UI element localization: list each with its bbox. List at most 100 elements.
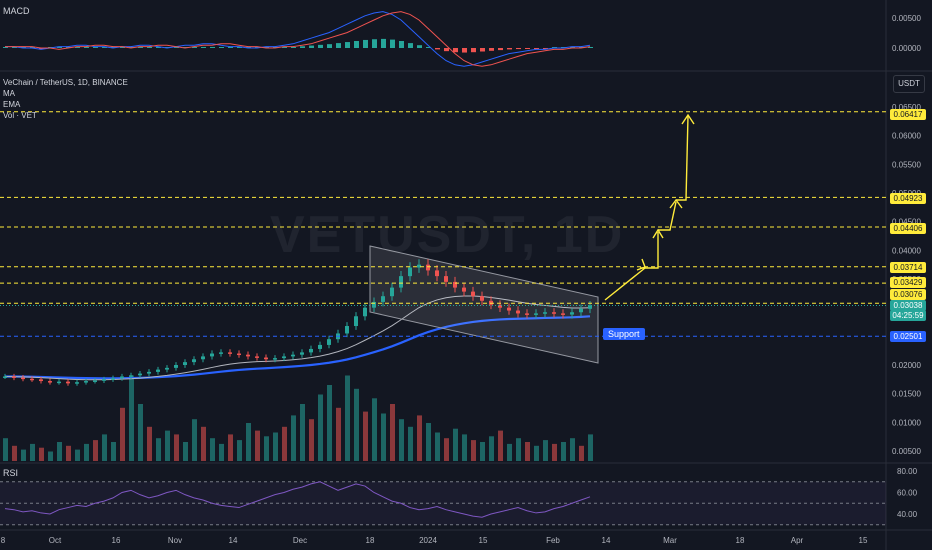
candle-body	[282, 356, 286, 359]
volume-bar	[48, 451, 53, 461]
candle-body	[408, 267, 412, 277]
candle-body	[570, 312, 574, 315]
candle-body	[228, 352, 232, 354]
candle-body	[489, 300, 493, 305]
candle-body	[390, 287, 394, 297]
volume-bar	[354, 388, 359, 461]
macd-histogram-bar	[507, 48, 512, 50]
symbol-title[interactable]: VeChain / TetherUS, 1D, BINANCE	[3, 78, 128, 87]
price-axis-label: 0.05500	[892, 160, 921, 169]
time-axis-label: 8	[1, 536, 6, 545]
volume-bar	[75, 449, 80, 461]
candle-body	[444, 276, 448, 282]
macd-histogram-bar	[516, 48, 521, 50]
candle-body	[318, 344, 322, 349]
candle-body	[354, 316, 358, 327]
macd-histogram-bar	[291, 46, 296, 48]
candle-body	[93, 380, 97, 382]
macd-histogram-bar	[237, 47, 242, 48]
volume-bar	[237, 440, 242, 461]
macd-histogram-bar	[462, 48, 467, 53]
price-tag-target-2: 0.04923	[890, 193, 926, 204]
price-axis-label: 0.06000	[892, 132, 921, 141]
candle-body	[102, 379, 106, 381]
candle-body	[255, 356, 259, 358]
volume-bar	[435, 432, 440, 461]
volume-bar	[219, 443, 224, 461]
macd-pane	[3, 11, 593, 67]
rsi-axis-label: 40.00	[897, 510, 918, 519]
rsi-title[interactable]: RSI	[3, 468, 19, 478]
time-axis-label: 14	[602, 536, 611, 545]
rsi-axis-label: 80.00	[897, 467, 918, 476]
legend-ma[interactable]: MA	[3, 89, 15, 98]
macd-histogram-bar	[102, 47, 107, 48]
projection-arrows[interactable]	[604, 113, 695, 301]
currency-button[interactable]: USDT	[893, 75, 925, 93]
time-axis-label: Oct	[49, 536, 62, 545]
candle-body	[543, 312, 547, 314]
price-axis-label: 0.04000	[892, 246, 921, 255]
time-axis-label: Apr	[791, 536, 804, 545]
volume-bar	[552, 443, 557, 461]
macd-histogram-bar	[3, 47, 8, 48]
volume-bar	[174, 434, 179, 461]
time-axis-label: Mar	[663, 536, 677, 545]
volume-bar	[246, 423, 251, 461]
volume-bar	[489, 436, 494, 461]
volume-bar	[210, 438, 215, 461]
macd-histogram-bar	[480, 48, 485, 52]
macd-histogram-bar	[75, 47, 80, 48]
candle-body	[561, 313, 565, 315]
candle-body	[111, 378, 115, 380]
candle-body	[291, 354, 295, 357]
macd-histogram-bar	[363, 39, 368, 48]
horizontal-levels[interactable]	[0, 111, 886, 337]
candle-body	[579, 308, 583, 313]
volume-bar	[156, 438, 161, 461]
candle-body	[516, 310, 520, 314]
descending-channel[interactable]	[369, 245, 599, 364]
volume-bar	[147, 426, 152, 461]
macd-histogram-bar	[30, 47, 35, 48]
time-axis[interactable]: 8 Oct 16 Nov 14 Dec 18 2024 15 Feb 14 Mar 18 Apr 15	[1, 536, 868, 545]
volume-bar	[30, 443, 35, 461]
volume-bar	[165, 430, 170, 461]
volume-bar	[543, 440, 548, 461]
legend-volume[interactable]: Vol · VET	[3, 111, 37, 120]
macd-histogram-bar	[444, 48, 449, 52]
volume-bar	[192, 419, 197, 461]
candle-body	[165, 367, 169, 370]
macd-histogram-bar	[354, 41, 359, 48]
time-axis-label: 18	[366, 536, 375, 545]
volume-bar	[273, 432, 278, 461]
volume-bar	[444, 438, 449, 461]
candle-body	[327, 339, 331, 345]
macd-title[interactable]: MACD	[3, 6, 30, 16]
candle-body	[12, 376, 16, 378]
macd-histogram-bar	[219, 47, 224, 48]
candle-body	[75, 382, 79, 384]
price-axis-label: 0.04500	[892, 218, 921, 227]
time-axis-label: 15	[479, 536, 488, 545]
candle-body	[471, 291, 475, 297]
volume-bar	[291, 415, 296, 461]
legend-ema[interactable]: EMA	[3, 100, 21, 109]
volume-bar	[462, 434, 467, 461]
macd-histogram-bar	[345, 42, 350, 48]
volume-bar	[579, 445, 584, 461]
candle-body	[3, 376, 7, 378]
candle-body	[48, 381, 52, 383]
volume-bars	[3, 375, 593, 461]
volume-bar	[66, 445, 71, 461]
support-label[interactable]: Support	[603, 328, 645, 340]
macd-histogram-bar	[147, 47, 152, 48]
candle-body	[462, 287, 466, 292]
candle-body	[453, 281, 457, 288]
candle-body	[246, 354, 250, 357]
macd-line	[5, 11, 591, 67]
macd-histogram-bar	[525, 48, 530, 49]
candle-body	[507, 307, 511, 311]
macd-histogram-bar	[318, 44, 323, 48]
